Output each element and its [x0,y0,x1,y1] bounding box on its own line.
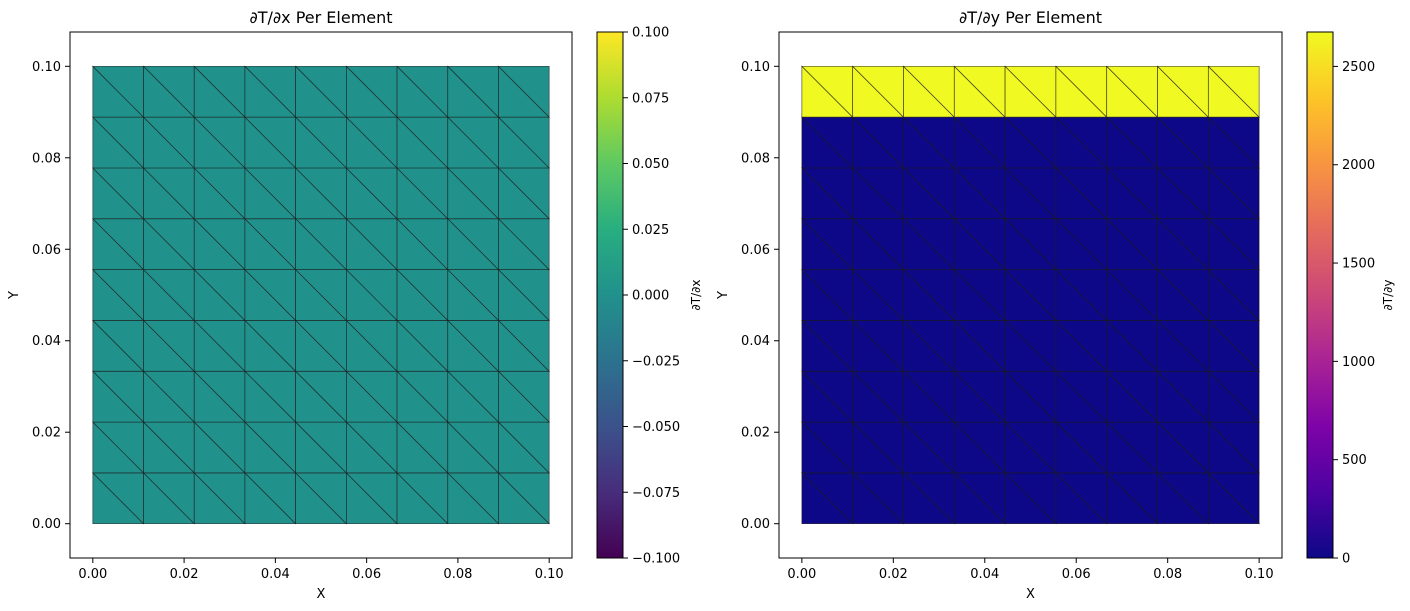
x-tick-label: 0.04 [261,567,290,582]
colorbar-tick-label: 0.025 [632,223,669,238]
chart-2: 0.00 0.02 0.04 0.06 0.08 0.10 0.00 0.02 0.04 0.06… [716,8,1395,602]
x-tick-label: 0.02 [170,567,199,582]
mesh-element [497,65,550,118]
x-tick-label: 0.10 [535,567,564,582]
colorbar-tick-label: −0.100 [632,552,680,567]
x-tick-label: 0.08 [443,567,472,582]
y-tick-label: 0.02 [741,426,770,441]
chart-1: 0.00 0.02 0.04 0.06 0.08 0.10 0.00 0.02 0.04 0.06… [7,8,703,602]
y-tick-label: 0.10 [32,60,61,75]
y-tick-label: 0.00 [741,517,770,532]
colorbar-tick-label: 0.075 [632,91,669,106]
x-axis-label: X [317,587,326,602]
y-tick-label: 0.08 [741,151,770,166]
y-tick-label: 0.08 [32,151,61,166]
axes-frame [778,31,1283,559]
x-tick-label: 0.06 [1062,567,1091,582]
colorbar-label: ∂T/∂x [689,280,703,311]
y-tick-label: 0.06 [741,243,770,258]
colorbar-gradient [596,31,624,559]
y-tick-label: 0.00 [32,517,61,532]
colorbar-tick-label: 2000 [1342,158,1375,173]
axes-frame [69,31,573,559]
y-axis-label: Y [716,291,731,300]
y-tick-label: 0.02 [32,426,61,441]
colorbar-tick-label: 500 [1342,453,1367,468]
x-tick-label: 0.04 [970,567,999,582]
x-tick-label: 0.08 [1153,567,1182,582]
colorbar-tick-label: 0.050 [632,157,669,172]
x-tick-label: 0.10 [1245,567,1274,582]
mesh-element [1207,65,1260,118]
colorbar-tick-label: 0.000 [632,289,669,304]
mesh [801,65,1260,525]
y-tick-label: 0.06 [32,243,61,258]
colorbar-tick-label: −0.075 [632,486,680,501]
colorbar-tick-label: 1000 [1342,355,1375,370]
colorbar-label: ∂T/∂y [1381,280,1395,311]
mesh [91,65,551,525]
colorbar-tick-label: −0.050 [632,420,680,435]
colorbar-tick-label: 2500 [1342,60,1375,75]
x-tick-label: 0.00 [787,567,816,582]
x-tick-label: 0.00 [78,567,107,582]
x-axis-label: X [1026,587,1035,602]
x-tick-label: 0.06 [352,567,381,582]
colorbar-tick-label: −0.025 [632,354,680,369]
colorbar-gradient [1306,31,1334,559]
colorbar: −0.100 −0.075 −0.050 −0.025 0.000 0.025 0.050 0… [596,26,703,567]
chart-title: ∂T/∂y Per Element [959,8,1102,27]
y-tick-label: 0.04 [741,334,770,349]
colorbar-tick-label: 0 [1342,552,1350,567]
chart-title: ∂T/∂x Per Element [249,8,392,27]
colorbar-tick-label: 1500 [1342,257,1375,272]
colorbar: 0 500 1000 1500 2000 2500 ∂T/∂y [1306,31,1395,567]
x-tick-label: 0.02 [879,567,908,582]
colorbar-tick-label: 0.100 [632,26,669,41]
y-tick-label: 0.04 [32,334,61,349]
y-axis-label: Y [7,291,22,300]
y-tick-label: 0.10 [741,60,770,75]
